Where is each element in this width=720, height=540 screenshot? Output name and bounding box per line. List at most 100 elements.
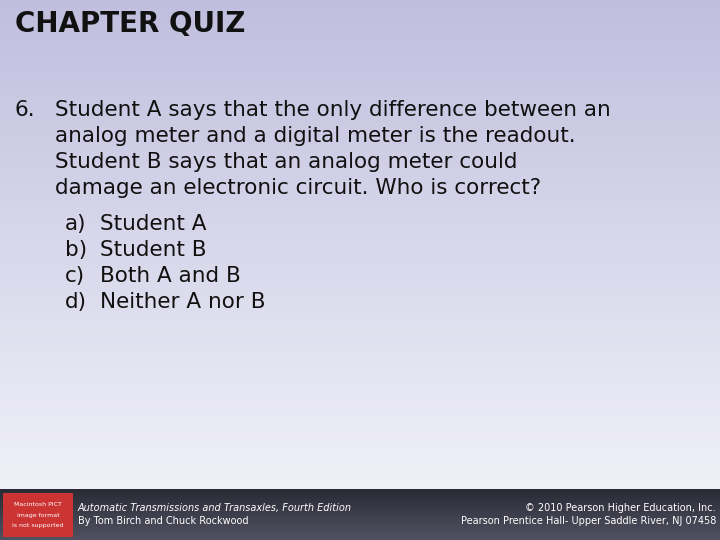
Text: Student A says that the only difference between an: Student A says that the only difference … <box>55 100 611 120</box>
Bar <box>0 11 720 18</box>
Bar <box>0 318 720 325</box>
Bar <box>0 134 720 141</box>
Bar <box>0 521 720 523</box>
Bar <box>0 516 720 518</box>
Bar <box>0 348 720 355</box>
Bar <box>0 471 720 478</box>
Bar <box>0 496 720 498</box>
Bar <box>0 183 720 190</box>
Text: d): d) <box>65 292 87 312</box>
Bar <box>0 512 720 515</box>
Bar <box>0 66 720 73</box>
Bar <box>0 226 720 233</box>
Bar <box>0 519 720 522</box>
Bar <box>0 453 720 460</box>
Text: CHAPTER QUIZ: CHAPTER QUIZ <box>15 10 246 38</box>
Bar <box>0 446 720 453</box>
Text: © 2010 Pearson Higher Education, Inc.: © 2010 Pearson Higher Education, Inc. <box>526 503 716 513</box>
Bar <box>0 213 720 220</box>
Text: Student B: Student B <box>100 240 207 260</box>
Bar <box>0 360 720 368</box>
Bar <box>0 189 720 196</box>
Text: analog meter and a digital meter is the readout.: analog meter and a digital meter is the … <box>55 126 575 146</box>
Bar <box>0 504 720 507</box>
Bar <box>0 508 720 510</box>
Bar <box>0 219 720 227</box>
Bar <box>0 85 720 92</box>
Bar <box>0 537 720 540</box>
Bar <box>0 522 720 525</box>
Bar <box>0 464 720 471</box>
Bar <box>0 72 720 79</box>
Bar <box>0 5 720 12</box>
Bar <box>0 201 720 208</box>
Bar <box>0 492 720 495</box>
Bar <box>0 60 720 68</box>
Bar <box>0 146 720 153</box>
Bar <box>0 287 720 294</box>
Bar <box>0 24 720 31</box>
Bar <box>0 109 720 117</box>
Bar <box>0 534 720 537</box>
Text: 6.: 6. <box>15 100 35 120</box>
Text: image format: image format <box>17 512 59 517</box>
Bar <box>0 164 720 172</box>
Bar <box>0 323 720 330</box>
Bar <box>0 250 720 257</box>
Bar <box>0 103 720 110</box>
Text: Pearson Prentice Hall- Upper Saddle River, NJ 07458: Pearson Prentice Hall- Upper Saddle Rive… <box>461 516 716 526</box>
Bar <box>0 177 720 184</box>
Text: damage an electronic circuit. Who is correct?: damage an electronic circuit. Who is cor… <box>55 178 541 198</box>
Bar <box>0 97 720 104</box>
Bar <box>0 509 720 512</box>
Bar <box>0 397 720 404</box>
Bar <box>0 140 720 147</box>
Text: a): a) <box>65 214 86 234</box>
Bar <box>0 79 720 86</box>
Bar <box>0 42 720 49</box>
Bar <box>0 536 720 538</box>
Bar <box>0 36 720 43</box>
Bar <box>0 293 720 300</box>
Bar <box>0 330 720 337</box>
Bar <box>0 305 720 312</box>
Bar <box>0 385 720 392</box>
Bar <box>0 367 720 374</box>
Bar <box>0 511 720 514</box>
Text: Student B says that an analog meter could: Student B says that an analog meter coul… <box>55 152 518 172</box>
Bar <box>0 232 720 239</box>
Bar <box>0 483 720 490</box>
Bar <box>0 373 720 380</box>
Bar <box>0 116 720 123</box>
Bar <box>0 244 720 251</box>
Text: is not supported: is not supported <box>12 523 64 529</box>
Bar <box>0 491 720 494</box>
Bar <box>0 275 720 282</box>
Bar <box>0 312 720 319</box>
Bar <box>0 0 720 6</box>
Bar <box>0 499 720 502</box>
Text: Neither A nor B: Neither A nor B <box>100 292 266 312</box>
Bar <box>0 514 720 517</box>
Text: Student A: Student A <box>100 214 207 234</box>
Bar <box>0 336 720 343</box>
Bar <box>0 517 720 520</box>
Bar <box>0 48 720 55</box>
Text: Both A and B: Both A and B <box>100 266 240 286</box>
Bar <box>0 524 720 526</box>
Text: By Tom Birch and Chuck Rockwood: By Tom Birch and Chuck Rockwood <box>78 516 248 526</box>
Bar <box>0 494 720 497</box>
Bar <box>0 342 720 349</box>
Bar <box>0 17 720 24</box>
Bar <box>0 238 720 245</box>
Bar <box>0 525 720 528</box>
Bar <box>0 440 720 447</box>
Bar <box>0 30 720 37</box>
Bar <box>0 409 720 416</box>
Bar <box>0 428 720 435</box>
Bar <box>0 434 720 441</box>
Bar <box>0 158 720 165</box>
Text: Macintosh PICT: Macintosh PICT <box>14 502 62 507</box>
Bar <box>0 379 720 386</box>
Text: Automatic Transmissions and Transaxles, Fourth Edition: Automatic Transmissions and Transaxles, … <box>78 503 352 513</box>
